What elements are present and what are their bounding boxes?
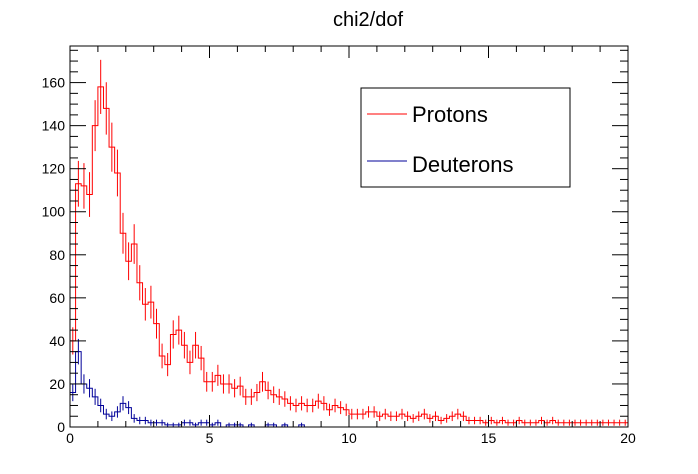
y-tick-label: 100	[42, 204, 66, 220]
y-tick-label: 60	[49, 290, 65, 306]
y-tick-label: 160	[42, 75, 66, 91]
y-tick-label: 20	[49, 376, 65, 392]
series-layer	[69, 59, 629, 428]
legend-label-protons: Protons	[412, 102, 488, 127]
x-tick-label: 20	[620, 430, 636, 446]
legend-label-deuterons: Deuterons	[412, 152, 514, 177]
chart-title: chi2/dof	[333, 9, 403, 31]
legend-box	[360, 87, 571, 188]
x-tick-label: 15	[481, 430, 497, 446]
histogram-outline	[69, 86, 629, 427]
axes-layer: 0 5 10 15 20 0 20 40 60 80 100 120 140 160	[42, 46, 636, 446]
legend: Protons Deuterons	[360, 87, 571, 188]
y-tick-label: 140	[42, 118, 66, 134]
x-tick-label: 10	[341, 430, 357, 446]
y-tick-label: 80	[49, 247, 65, 263]
y-tick-label: 40	[49, 333, 65, 349]
x-tick-label: 0	[66, 430, 74, 446]
series-protons	[69, 59, 629, 427]
y-tick-label: 120	[42, 161, 66, 177]
y-tick-label: 0	[57, 419, 65, 435]
x-tick-label: 5	[206, 430, 214, 446]
